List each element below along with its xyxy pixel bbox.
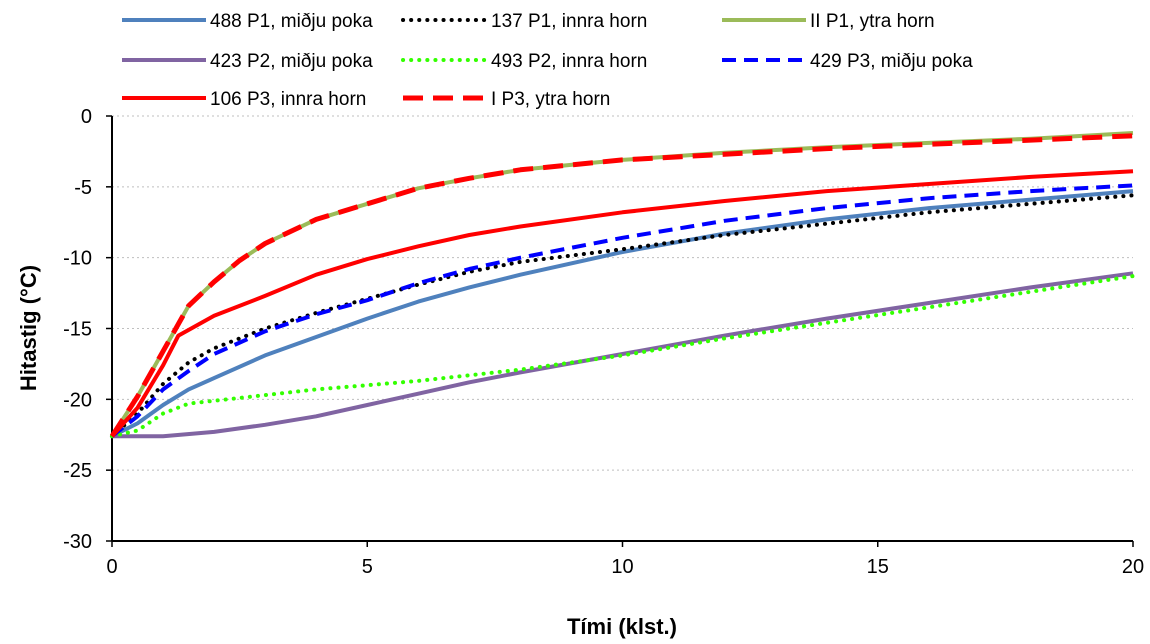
y-tick-label: -25 <box>63 460 92 482</box>
series-lines <box>109 131 1135 439</box>
legend-label: 429 P3, miðju poka <box>810 51 973 72</box>
x-tick-label: 15 <box>867 556 889 578</box>
y-tick-label: -30 <box>63 531 92 553</box>
x-tick-label: 0 <box>106 556 117 578</box>
y-axis-ticks: 0 -5 -10 -15 -20 -25 -30 <box>63 106 112 553</box>
gridlines <box>112 115 1133 471</box>
series-line <box>110 193 1135 439</box>
x-tick-label: 10 <box>611 556 633 578</box>
legend: 488 P1, miðju poka 137 P1, innra horn II P… <box>122 11 973 110</box>
legend-label: 137 P1, innra horn <box>491 11 647 32</box>
legend-label: 493 P2, innra horn <box>491 51 647 72</box>
series-line <box>112 271 1134 439</box>
series-line <box>110 183 1134 438</box>
x-axis-ticks: 0 5 10 15 20 <box>106 541 1144 578</box>
y-tick-label: 0 <box>81 106 92 128</box>
series-line <box>110 274 1135 439</box>
y-tick-label: -15 <box>63 319 92 341</box>
legend-label: I P3, ytra horn <box>491 89 610 110</box>
series-line <box>111 189 1134 438</box>
series-line <box>110 169 1134 438</box>
y-axis-title: Hitastig (°C) <box>16 265 41 391</box>
y-tick-label: -20 <box>63 389 92 411</box>
legend-label: 423 P2, miðju poka <box>210 51 373 72</box>
legend-label: II P1, ytra horn <box>810 11 935 32</box>
x-axis-title: Tími (klst.) <box>567 614 677 639</box>
x-tick-label: 20 <box>1122 556 1144 578</box>
x-tick-label: 5 <box>362 556 373 578</box>
legend-label: 488 P1, miðju poka <box>210 11 373 32</box>
y-tick-label: -5 <box>74 177 92 199</box>
y-tick-label: -10 <box>63 248 92 270</box>
series-line <box>109 133 1134 438</box>
legend-label: 106 P3, innra horn <box>210 89 366 110</box>
